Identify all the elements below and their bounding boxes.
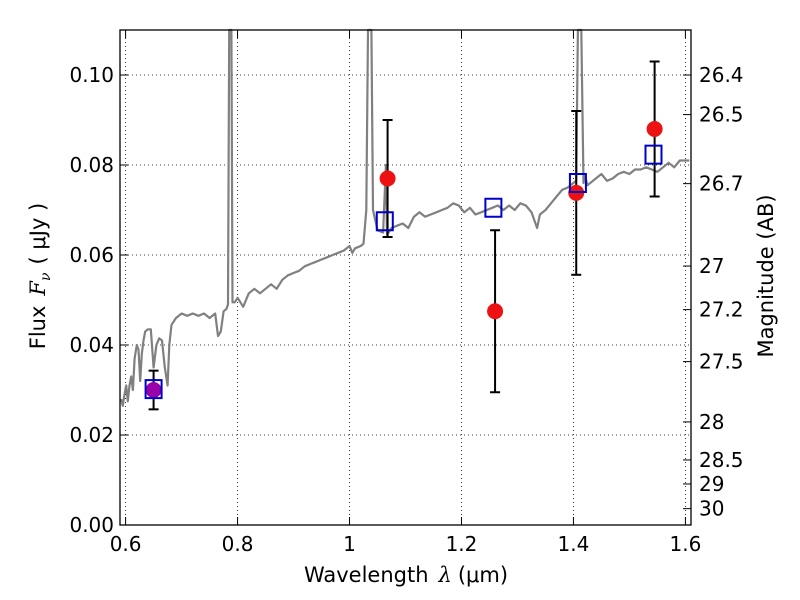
- x-axis-label: Wavelength λ (μm): [304, 563, 508, 587]
- data-point: [487, 303, 504, 320]
- model-square: [568, 173, 587, 193]
- x-tick-label: 1: [343, 532, 356, 556]
- y2-tick-label: 30: [699, 497, 724, 521]
- model-square: [375, 211, 394, 232]
- axis-ticks: [120, 30, 691, 526]
- y2-tick-label: 28.5: [699, 448, 744, 472]
- x-tick-label: 0.6: [110, 532, 142, 556]
- x-tick-label: 0.8: [222, 532, 254, 556]
- model-spectrum-line: [120, 28, 690, 407]
- y-tick-label: 0.10: [69, 63, 114, 87]
- data-point: [646, 121, 663, 137]
- model-square: [484, 197, 503, 218]
- model-spectrum: [120, 28, 690, 407]
- y-axis-label: FluxFν( μJy ): [26, 203, 54, 349]
- y2-tick-label: 27: [699, 254, 724, 278]
- y2-tick-label: 26.4: [699, 63, 744, 87]
- plot-frame: [119, 29, 692, 526]
- model-squares: [144, 144, 663, 400]
- y2-tick-label: 27.5: [699, 350, 744, 374]
- y2-tick-label: 26.5: [699, 103, 744, 127]
- data-point: [379, 170, 396, 187]
- x-tick-label: 1.6: [669, 532, 701, 556]
- x-tick-label: 1.4: [558, 532, 590, 556]
- model-square: [644, 144, 663, 165]
- model-square: [144, 379, 163, 400]
- y2-tick-label: 27.2: [699, 298, 744, 322]
- y2-tick-label: 26.7: [699, 172, 744, 196]
- y-tick-label: 0.00: [69, 513, 114, 537]
- y2-tick-label: 29: [699, 472, 724, 496]
- y-tick-label: 0.02: [69, 423, 114, 447]
- x-tick-labels: 0.6 0.8 1 1.2 1.4 1.6: [110, 532, 702, 556]
- y2-tick-label: 28: [699, 410, 724, 434]
- y2-axis-label: Magnitude (AB): [754, 194, 778, 357]
- grid-lines: [120, 30, 691, 526]
- x-tick-label: 1.2: [446, 532, 478, 556]
- y-tick-label: 0.04: [69, 333, 114, 357]
- y-tick-label: 0.08: [69, 153, 114, 177]
- y-tick-labels: 0.00 0.02 0.04 0.06 0.08 0.10: [69, 63, 114, 537]
- photometry-circles: [145, 121, 663, 398]
- y-tick-label: 0.06: [69, 243, 114, 267]
- data-point: [145, 382, 162, 398]
